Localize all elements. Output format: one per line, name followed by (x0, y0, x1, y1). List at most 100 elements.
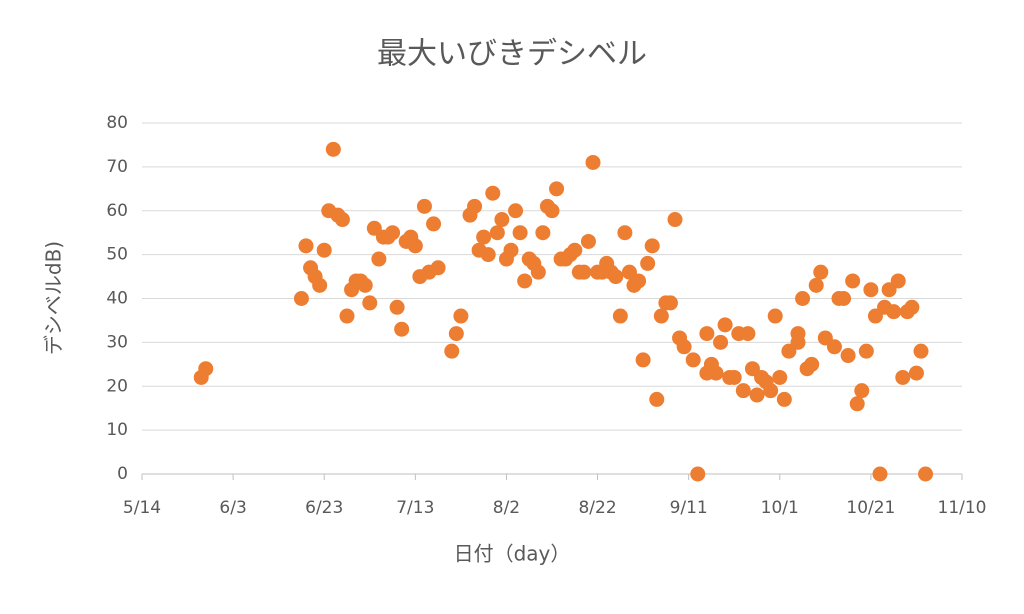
point (872, 466, 888, 482)
point (863, 282, 879, 298)
point (453, 308, 469, 324)
point (293, 291, 309, 306)
point (467, 198, 483, 214)
point (549, 181, 565, 197)
point (339, 308, 355, 324)
point (617, 225, 633, 241)
x-tick-label: 6/3 (219, 498, 246, 518)
point (740, 326, 756, 342)
point (763, 383, 779, 399)
point (849, 396, 865, 412)
point (840, 348, 856, 364)
point (580, 233, 596, 249)
point (717, 317, 733, 333)
point (913, 343, 929, 359)
point (858, 343, 874, 359)
point (426, 216, 442, 232)
point (430, 260, 446, 276)
point (795, 291, 811, 306)
y-tick-label: 80 (106, 113, 128, 133)
point (826, 339, 842, 355)
point (444, 343, 460, 359)
y-tick-label: 30 (106, 332, 128, 352)
point (726, 369, 742, 385)
point (772, 369, 788, 385)
point (503, 242, 519, 258)
point (407, 238, 423, 254)
y-tick-label: 50 (106, 245, 128, 265)
point (662, 295, 678, 311)
y-tick-label: 60 (106, 201, 128, 221)
point (448, 326, 464, 342)
point (854, 383, 870, 399)
point (708, 365, 724, 381)
x-tick-label: 9/11 (670, 498, 708, 518)
point (667, 212, 683, 228)
point (535, 225, 551, 241)
point (845, 273, 861, 289)
chart-title: 最大いびきデシベル (377, 37, 647, 72)
point (808, 277, 824, 293)
point (631, 273, 647, 289)
point (334, 212, 350, 228)
point (690, 466, 706, 482)
point (813, 264, 829, 280)
point (676, 339, 692, 355)
point (416, 198, 432, 214)
y-tick-label: 10 (106, 420, 128, 440)
point (476, 229, 492, 245)
point (489, 225, 505, 241)
y-tick-label: 20 (106, 376, 128, 396)
point (918, 466, 934, 482)
point (389, 299, 405, 315)
point (585, 154, 601, 170)
point (908, 365, 924, 381)
point (904, 299, 920, 315)
point (576, 264, 592, 280)
point (517, 273, 533, 289)
point (895, 369, 911, 385)
x-tick-label: 10/1 (761, 498, 799, 518)
point (480, 247, 496, 263)
point (608, 269, 624, 285)
y-tick-label: 70 (106, 157, 128, 177)
point (298, 238, 314, 254)
point (612, 308, 628, 324)
point (735, 383, 751, 399)
point (312, 277, 328, 293)
y-tick-label: 40 (106, 289, 128, 309)
point (385, 225, 401, 241)
point (685, 352, 701, 368)
point (544, 203, 560, 219)
point (886, 304, 902, 320)
x-tick-label: 8/22 (578, 498, 616, 518)
point (512, 225, 528, 241)
point (767, 308, 783, 324)
point (357, 277, 373, 293)
point (508, 203, 524, 219)
y-tick-label: 0 (117, 464, 128, 484)
point (494, 212, 510, 228)
x-tick-label: 5/14 (123, 498, 161, 518)
x-tick-label: 10/21 (846, 498, 895, 518)
point (635, 352, 651, 368)
point (836, 291, 852, 306)
point (890, 273, 906, 289)
point (699, 326, 715, 342)
point (325, 141, 341, 157)
point (790, 334, 806, 350)
y-axis-label: デシベルdB) (42, 241, 66, 355)
point (394, 321, 410, 337)
x-axis-label: 日付（day） (454, 542, 571, 566)
point (530, 264, 546, 280)
x-tick-label: 6/23 (305, 498, 343, 518)
x-tick-label: 11/10 (938, 498, 987, 518)
point (485, 185, 501, 201)
point (644, 238, 660, 254)
point (371, 251, 387, 267)
point (362, 295, 378, 311)
point (567, 242, 583, 258)
point (653, 308, 669, 324)
